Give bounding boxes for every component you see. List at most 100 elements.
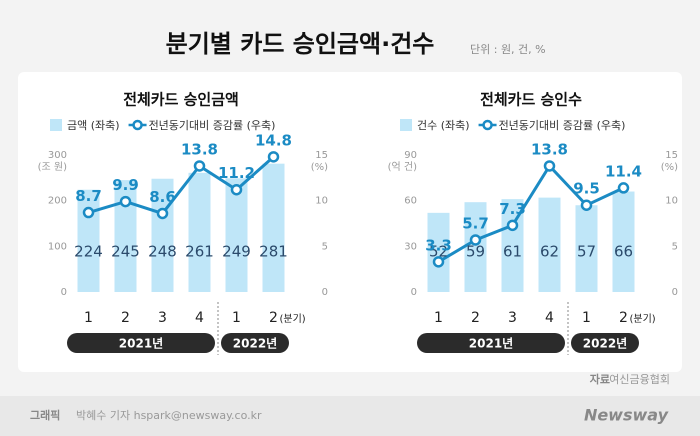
footer <box>0 396 700 436</box>
bar <box>262 163 285 292</box>
line-value-label: 8.7 <box>75 187 102 205</box>
group-pill <box>417 333 565 353</box>
bar <box>575 205 598 292</box>
legend-label: 전년동기대비 증감률 (우축) <box>499 119 626 132</box>
x-tick-label: 3 <box>508 310 517 326</box>
line-marker <box>156 207 169 220</box>
y-tick-label: 0 <box>411 287 417 298</box>
legend-swatch <box>400 119 412 131</box>
unit-note: 단위 : 원, 건, % <box>470 43 546 56</box>
source-label: 자료 <box>590 372 610 386</box>
x-tick-label: 2 <box>471 310 480 326</box>
bar <box>188 172 211 292</box>
bar-value-label: 62 <box>540 243 559 261</box>
bar-value-label: 261 <box>185 243 214 261</box>
y-tick-label: 100 <box>48 241 67 252</box>
x-tick-label: 2 <box>121 310 130 326</box>
bar-value-label: 57 <box>577 243 596 261</box>
y2-tick-label: 0 <box>672 287 678 298</box>
panel <box>18 72 682 372</box>
x-tick-label: 1 <box>232 310 241 326</box>
y2-axis-unit: (%) <box>661 162 678 173</box>
group-label: 2022년 <box>233 337 277 351</box>
y2-tick-label: 0 <box>322 287 328 298</box>
group-label: 2021년 <box>119 337 163 351</box>
legend-label: 건수 (좌축) <box>417 119 470 132</box>
line-value-label: 7.3 <box>499 200 526 218</box>
x-tick-label: 3 <box>158 310 167 326</box>
y-tick-label: 0 <box>61 287 67 298</box>
line-marker <box>230 183 243 196</box>
y2-axis-unit: (%) <box>311 162 328 173</box>
line-value-label: 14.8 <box>255 131 292 149</box>
bar-value-label: 281 <box>259 243 288 261</box>
bar <box>427 212 450 292</box>
legend-label: 금액 (좌축) <box>67 119 120 132</box>
y-tick-label: 200 <box>48 196 67 207</box>
y2-tick-label: 15 <box>665 150 678 161</box>
y2-tick-label: 10 <box>315 196 328 207</box>
y-axis-unit: (조 원) <box>38 161 67 173</box>
legend-label: 전년동기대비 증감률 (우축) <box>149 119 276 132</box>
bar-value-label: 59 <box>466 243 485 261</box>
bar-value-label: 61 <box>503 243 522 261</box>
x-tick-label: 2 <box>269 310 278 326</box>
line-marker <box>432 256 445 268</box>
y-tick-label: 90 <box>404 150 417 161</box>
x-tick-label: 4 <box>545 310 554 326</box>
line-marker <box>580 199 593 211</box>
bar <box>464 202 487 292</box>
y-axis-unit: (억 건) <box>388 161 417 173</box>
line-marker <box>193 160 206 172</box>
x-tick-label: 1 <box>434 310 443 326</box>
y-tick-label: 30 <box>404 241 417 252</box>
line-value-label: 5.7 <box>462 214 489 232</box>
line-marker <box>506 219 519 232</box>
line-value-label: 3.3 <box>425 236 452 254</box>
line-value-label: 13.8 <box>181 140 218 158</box>
line-marker <box>543 160 556 172</box>
bar <box>501 199 524 292</box>
line <box>437 163 625 264</box>
line-value-label: 13.8 <box>531 140 568 158</box>
bar <box>77 189 100 292</box>
bar-value-label: 248 <box>148 243 177 261</box>
line-marker <box>267 151 280 163</box>
line-value-label: 8.6 <box>149 188 176 206</box>
y-tick-label: 60 <box>404 196 417 207</box>
chart-title: 전체카드 승인금액 <box>123 91 239 109</box>
bar <box>114 180 137 292</box>
x-axis-unit: (분기) <box>280 313 306 325</box>
bar <box>225 178 248 292</box>
logo: Newsway <box>584 406 669 425</box>
y2-tick-label: 5 <box>672 241 678 252</box>
group-label: 2022년 <box>583 337 627 351</box>
chart-title: 전체카드 승인수 <box>480 91 582 109</box>
x-tick-label: 1 <box>84 310 93 326</box>
source: 여신금융협회 <box>609 373 670 386</box>
credit-label: 그래픽 <box>30 408 60 422</box>
group-pill <box>221 333 289 353</box>
bar-value-label: 52 <box>429 243 448 261</box>
x-axis-unit: (분기) <box>630 313 656 325</box>
line-value-label: 9.5 <box>573 180 600 198</box>
y2-tick-label: 10 <box>665 196 678 207</box>
line-value-label: 11.4 <box>605 162 642 180</box>
bar-value-label: 66 <box>614 243 633 261</box>
legend-swatch <box>50 119 62 131</box>
bar-value-label: 249 <box>222 243 251 261</box>
line-marker <box>119 195 132 208</box>
bar <box>612 191 635 292</box>
line-marker <box>82 206 95 219</box>
line <box>88 155 275 216</box>
legend-marker <box>482 119 493 131</box>
bar <box>538 197 561 292</box>
group-label: 2021년 <box>469 337 513 351</box>
y-tick-label: 300 <box>48 150 67 161</box>
group-pill <box>67 333 215 353</box>
bar-value-label: 245 <box>111 243 140 261</box>
line-value-label: 9.9 <box>112 176 139 194</box>
x-tick-label: 4 <box>195 310 204 326</box>
credit: 박혜수 기자 hspark@newsway.co.kr <box>76 409 262 422</box>
